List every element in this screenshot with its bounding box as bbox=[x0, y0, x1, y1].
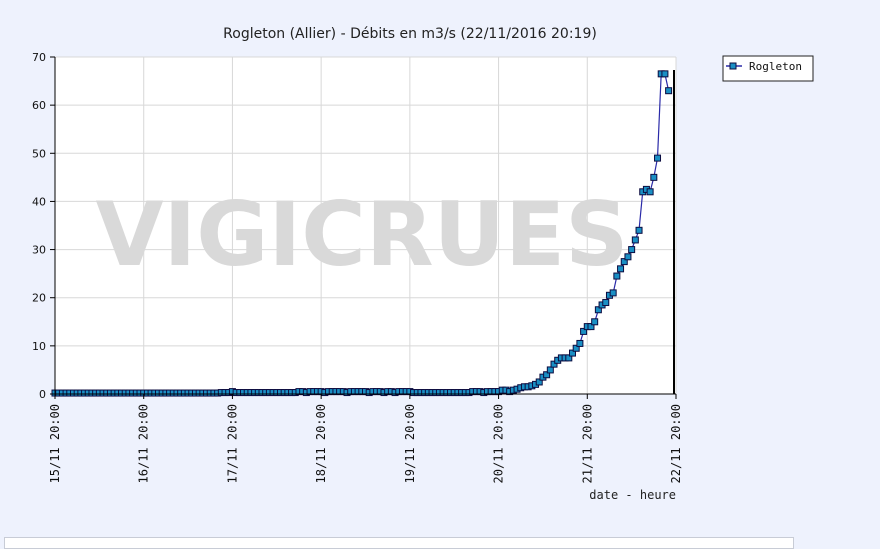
data-point bbox=[572, 344, 580, 352]
data-point bbox=[628, 246, 636, 254]
data-point bbox=[569, 349, 576, 357]
data-point bbox=[594, 306, 602, 314]
data-point bbox=[580, 327, 588, 335]
data-point bbox=[602, 299, 610, 307]
watermark: VIGICRUES bbox=[95, 183, 628, 286]
legend-box bbox=[722, 55, 814, 82]
y-tick-label: 50 bbox=[32, 147, 46, 160]
legend: Rogleton bbox=[722, 55, 814, 82]
grid bbox=[55, 56, 677, 394]
chart-title: Rogleton (Allier) - Débits en m3/s (22/1… bbox=[223, 26, 597, 42]
data-point bbox=[576, 339, 584, 347]
data-point bbox=[546, 366, 554, 374]
x-tick-label: 22/11 20:00 bbox=[669, 404, 683, 483]
data-point bbox=[654, 154, 662, 162]
x-tick-label: 18/11 20:00 bbox=[314, 404, 328, 483]
data-point bbox=[535, 378, 543, 386]
x-tick-label: 20/11 20:00 bbox=[492, 404, 506, 483]
y-tick-label: 70 bbox=[32, 51, 46, 64]
y-tick-label: 30 bbox=[32, 244, 46, 257]
x-tick-label: 17/11 20:00 bbox=[225, 404, 239, 483]
plot-background bbox=[55, 57, 676, 394]
x-axis-ticks: 15/11 20:00 16/11 20:00 17/11 20:00 18/11 2… bbox=[48, 394, 683, 483]
x-tick-label: 19/11 20:00 bbox=[403, 404, 417, 483]
data-point bbox=[565, 354, 573, 362]
data-point bbox=[624, 253, 632, 261]
series-rogleton bbox=[51, 70, 673, 397]
y-tick-label: 20 bbox=[32, 292, 46, 305]
x-axis-label: date - heure bbox=[589, 488, 676, 502]
data-point bbox=[635, 226, 643, 234]
data-point bbox=[543, 371, 551, 379]
data-point bbox=[591, 318, 599, 326]
plot-area: VIGICRUES bbox=[51, 56, 677, 397]
legend-label: Rogleton bbox=[749, 60, 802, 73]
data-point bbox=[587, 323, 595, 331]
data-point bbox=[620, 258, 628, 266]
x-tick-label: 21/11 20:00 bbox=[580, 404, 594, 483]
data-point bbox=[661, 70, 669, 78]
data-point bbox=[665, 87, 673, 95]
data-point bbox=[646, 188, 654, 196]
x-tick-label: 15/11 20:00 bbox=[48, 404, 62, 483]
data-point bbox=[617, 265, 625, 273]
legend-marker-icon bbox=[729, 62, 737, 70]
axes bbox=[54, 57, 676, 395]
y-tick-label: 60 bbox=[32, 99, 46, 112]
data-point bbox=[613, 272, 621, 280]
data-point bbox=[631, 236, 639, 244]
bottom-panel bbox=[4, 537, 794, 549]
y-tick-label: 40 bbox=[32, 195, 46, 208]
data-point bbox=[650, 173, 658, 181]
x-tick-label: 16/11 20:00 bbox=[137, 404, 151, 483]
y-tick-label: 10 bbox=[32, 340, 46, 353]
y-axis-ticks: 0 10 20 30 40 50 60 70 bbox=[32, 51, 55, 401]
data-point bbox=[550, 360, 558, 368]
data-point bbox=[609, 289, 617, 297]
y-tick-label: 0 bbox=[39, 388, 46, 401]
